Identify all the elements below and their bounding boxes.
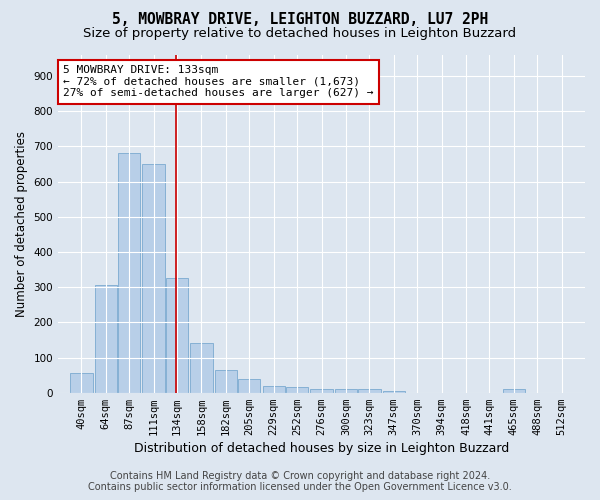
Bar: [286, 388, 308, 392]
Bar: [238, 378, 260, 392]
Bar: [310, 389, 333, 392]
Bar: [335, 389, 357, 392]
Bar: [263, 386, 285, 392]
Text: Size of property relative to detached houses in Leighton Buzzard: Size of property relative to detached ho…: [83, 28, 517, 40]
Bar: [142, 164, 165, 392]
Bar: [383, 391, 405, 392]
Bar: [215, 370, 237, 392]
Bar: [190, 344, 212, 392]
Text: 5, MOWBRAY DRIVE, LEIGHTON BUZZARD, LU7 2PH: 5, MOWBRAY DRIVE, LEIGHTON BUZZARD, LU7 …: [112, 12, 488, 28]
Bar: [118, 154, 140, 392]
Bar: [95, 286, 117, 393]
Text: Contains HM Land Registry data © Crown copyright and database right 2024.
Contai: Contains HM Land Registry data © Crown c…: [88, 471, 512, 492]
Bar: [70, 374, 92, 392]
Bar: [503, 389, 525, 392]
X-axis label: Distribution of detached houses by size in Leighton Buzzard: Distribution of detached houses by size …: [134, 442, 509, 455]
Bar: [358, 389, 380, 392]
Y-axis label: Number of detached properties: Number of detached properties: [15, 131, 28, 317]
Bar: [166, 278, 188, 392]
Text: 5 MOWBRAY DRIVE: 133sqm
← 72% of detached houses are smaller (1,673)
27% of semi: 5 MOWBRAY DRIVE: 133sqm ← 72% of detache…: [64, 65, 374, 98]
